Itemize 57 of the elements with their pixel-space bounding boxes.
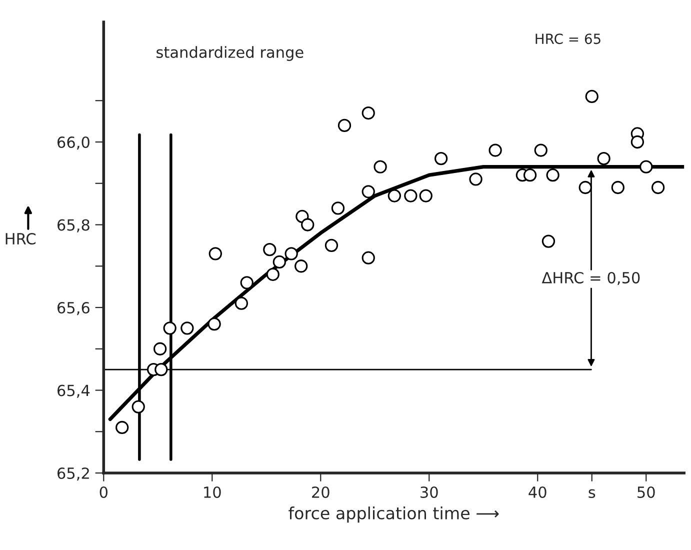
point	[154, 362, 168, 376]
point	[546, 168, 560, 182]
point	[301, 218, 314, 232]
x-tick-label: 20	[312, 486, 330, 498]
point	[362, 106, 375, 120]
point	[523, 168, 537, 182]
point	[234, 296, 248, 310]
point	[630, 135, 644, 149]
annotation: ΔHRC = 0,50	[542, 272, 640, 286]
annotation: HRC = 65	[536, 34, 600, 44]
point	[180, 322, 194, 335]
point	[163, 322, 176, 335]
point	[469, 172, 482, 186]
point	[284, 247, 298, 260]
point	[132, 400, 145, 414]
point	[640, 160, 653, 174]
point	[388, 189, 401, 202]
point	[240, 276, 254, 290]
point	[331, 202, 345, 215]
x-tick-label: 0	[100, 486, 108, 498]
point	[597, 152, 610, 166]
point	[611, 180, 624, 194]
point	[534, 144, 548, 157]
point	[116, 420, 129, 434]
y-tick-label: 65,8	[58, 219, 90, 232]
point	[434, 152, 448, 166]
x-tick-label: 10	[204, 486, 221, 498]
point	[266, 268, 280, 281]
point	[578, 180, 592, 194]
point	[153, 342, 167, 356]
point	[362, 251, 375, 264]
point	[324, 238, 338, 252]
point	[419, 189, 432, 202]
y-tick-label: 66,0	[58, 136, 90, 150]
point	[585, 90, 598, 104]
x-tick-label: s	[588, 489, 596, 498]
point	[404, 189, 418, 202]
y-tick-label: 65,6	[58, 302, 90, 316]
point	[208, 317, 221, 331]
ref-line-label: standardized range	[156, 46, 304, 61]
point	[294, 260, 308, 273]
point	[374, 160, 387, 174]
point	[338, 118, 352, 132]
point	[208, 247, 222, 260]
point	[542, 234, 556, 248]
point	[488, 144, 502, 157]
point	[651, 180, 665, 194]
x-tick-label: 30	[420, 486, 438, 498]
point	[272, 255, 286, 269]
x-tick-label: 40	[528, 486, 546, 498]
y-tick-label: 65,2	[58, 467, 89, 481]
point	[362, 185, 375, 198]
point	[263, 242, 276, 256]
x-tick-label: 50	[638, 486, 655, 498]
x-axis-title: force application time ⟶	[288, 506, 499, 523]
y-tick-label: 65,4	[58, 384, 90, 398]
y-axis-title: HRC	[6, 232, 36, 245]
